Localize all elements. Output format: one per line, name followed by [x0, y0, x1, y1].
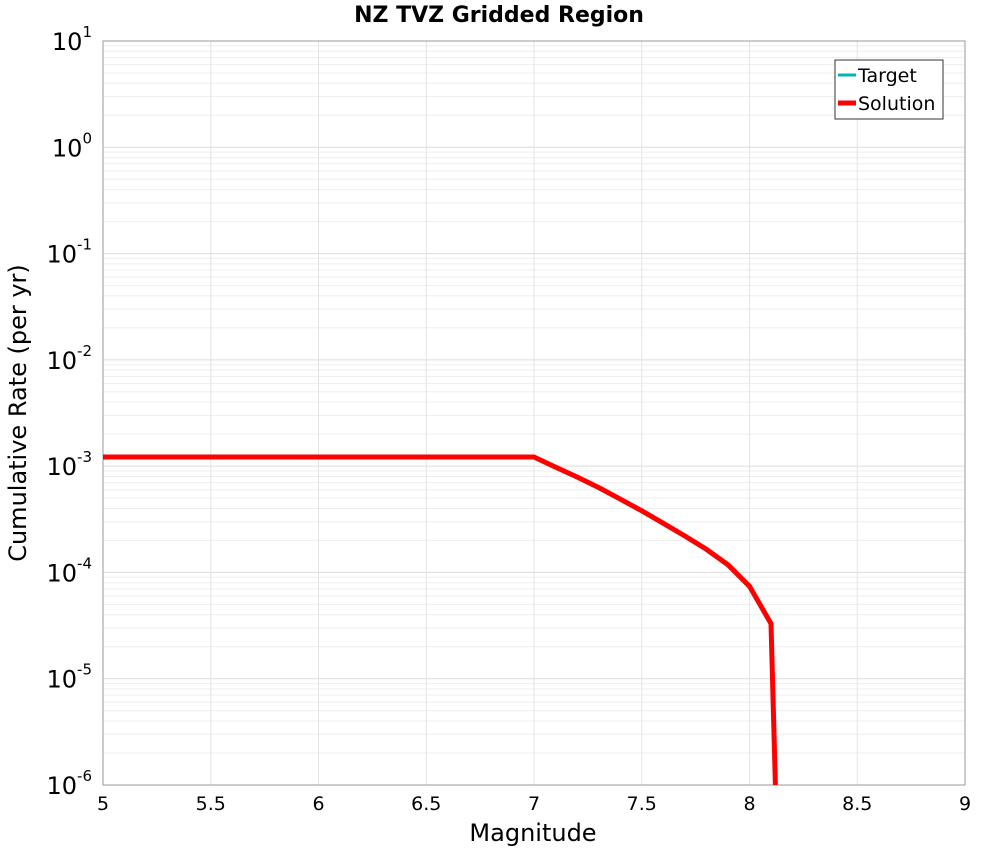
x-tick-label: 7.5	[627, 793, 657, 815]
y-tick-label: 10-2	[46, 342, 92, 375]
legend-label-solution: Solution	[858, 93, 935, 115]
x-tick-label: 8	[743, 793, 755, 815]
x-tick-label: 5.5	[196, 793, 226, 815]
y-tick-labels: 101 100 10-1 10-2 10-3 10-4 10-5 10-6	[46, 23, 92, 800]
x-tick-label: 8.5	[842, 793, 872, 815]
legend: Target Solution	[834, 59, 944, 120]
x-tick-label: 6	[312, 793, 324, 815]
y-tick-label: 10-1	[46, 236, 92, 269]
legend-label-target: Target	[857, 65, 917, 87]
series-line-solution	[103, 454, 778, 786]
x-axis-label: Magnitude	[469, 819, 596, 847]
grid	[102, 41, 966, 786]
y-tick-label: 10-3	[46, 448, 92, 481]
x-tick-label: 5	[97, 793, 109, 815]
series-layer	[103, 454, 778, 786]
y-tick-label: 10-4	[46, 554, 92, 587]
chart-title: NZ TVZ Gridded Region	[354, 3, 644, 28]
x-tick-label: 7	[528, 793, 540, 815]
x-tick-labels: 5 5.5 6 6.5 7 7.5 8 8.5 9	[97, 793, 971, 815]
y-tick-label: 101	[52, 23, 92, 56]
y-axis-label: Cumulative Rate (per yr)	[4, 264, 32, 562]
y-tick-label: 100	[52, 129, 92, 162]
y-tick-label: 10-5	[46, 661, 92, 694]
y-tick-label: 10-6	[46, 767, 92, 800]
x-tick-label: 6.5	[411, 793, 441, 815]
legend-box	[834, 59, 944, 120]
x-tick-label: 9	[959, 793, 971, 815]
plot-area	[102, 40, 966, 786]
